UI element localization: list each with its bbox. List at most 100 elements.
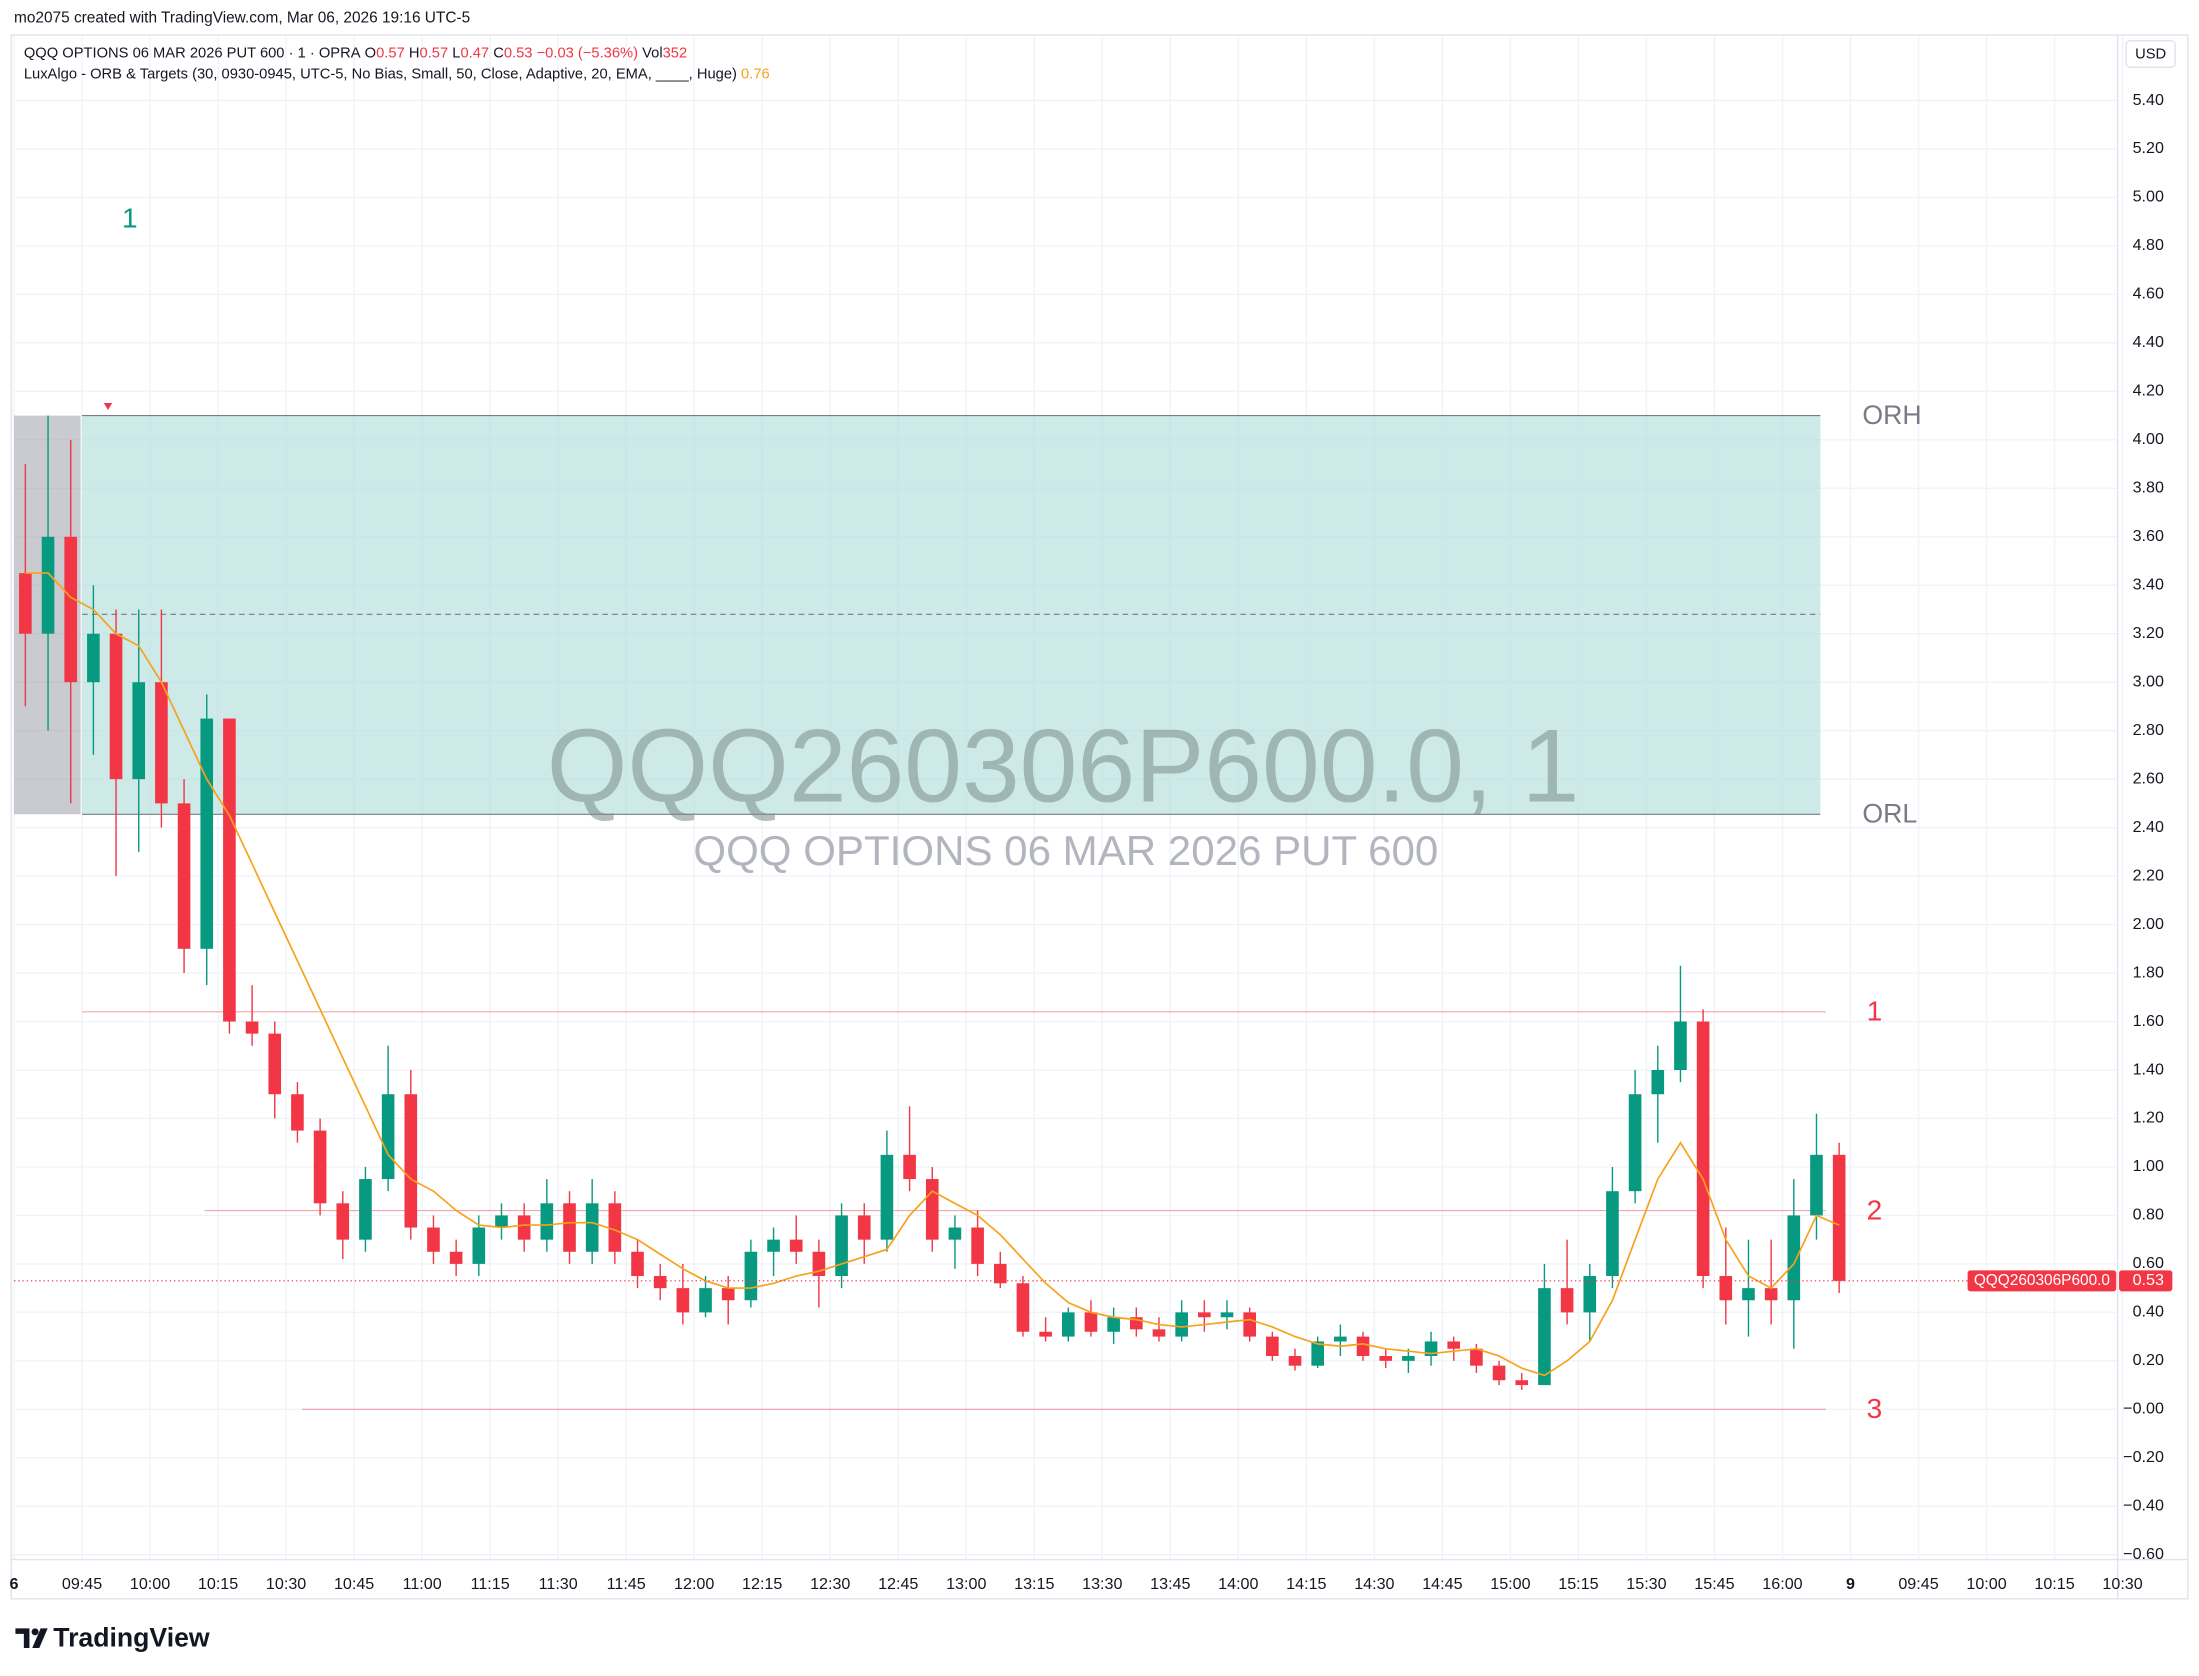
brand: TradingView: [53, 1623, 210, 1653]
y-tick-label: 3.00: [2133, 672, 2164, 690]
candle-body: [1742, 1288, 1755, 1301]
candle-body: [1039, 1331, 1052, 1337]
candles: [19, 415, 1846, 1390]
candle-body: [313, 1130, 327, 1204]
candle-body: [1696, 1021, 1710, 1277]
y-tick-label: 4.20: [2133, 382, 2164, 400]
volume-label: Vol: [642, 45, 662, 61]
candle-body: [1492, 1365, 1506, 1381]
y-tick-label: 4.00: [2133, 430, 2164, 448]
x-tick-label: 14:15: [1286, 1575, 1326, 1593]
x-tick-label: 12:45: [878, 1575, 918, 1593]
x-tick-label: 6: [10, 1575, 19, 1593]
target-label: 1: [1867, 996, 1883, 1027]
candle-body: [631, 1251, 644, 1277]
logo-shape: [31, 1628, 39, 1636]
author-line: mo2075 created with TradingView.com, Mar…: [14, 9, 470, 26]
candle-body: [1810, 1154, 1823, 1216]
indicator-value: 0.76: [741, 66, 770, 82]
candle-body: [64, 536, 78, 683]
y-tick-label: −0.00: [2123, 1400, 2164, 1418]
y-tick-label: 4.60: [2133, 285, 2164, 303]
candle-body: [109, 633, 123, 780]
candle-body: [767, 1239, 780, 1252]
candle-body: [449, 1251, 463, 1264]
symbol: QQQ OPTIONS 06 MAR 2026 PUT 600 · 1 · OP…: [24, 45, 361, 61]
session-label: 1: [122, 203, 138, 234]
y-tick-label: 3.40: [2133, 576, 2164, 594]
candle-body: [155, 682, 168, 804]
candle-body: [1402, 1355, 1415, 1361]
candle-body: [1515, 1380, 1529, 1386]
currency-box[interactable]: [2125, 39, 2176, 69]
candle-body: [880, 1154, 894, 1240]
y-tick-label: 1.00: [2133, 1157, 2164, 1175]
x-tick-label: 10:45: [334, 1575, 374, 1593]
candle-body: [268, 1033, 282, 1095]
candle-body: [87, 633, 100, 683]
x-tick-label: 11:45: [607, 1575, 646, 1593]
candle-body: [857, 1215, 871, 1240]
candle-body: [1606, 1191, 1619, 1277]
y-tick-label: 0.40: [2133, 1303, 2164, 1321]
x-tick-label: 13:30: [1082, 1575, 1122, 1593]
candle-body: [495, 1215, 508, 1228]
y-tick-label: −0.20: [2123, 1448, 2164, 1466]
candle-body: [1243, 1312, 1256, 1337]
x-tick-label: 10:00: [1966, 1575, 2006, 1593]
ohlc-label: C: [493, 45, 504, 61]
candle-body: [1016, 1283, 1030, 1332]
candle-body: [1152, 1329, 1166, 1337]
candle-body: [699, 1288, 712, 1313]
x-tick-label: 13:45: [1150, 1575, 1190, 1593]
candle-body: [1266, 1336, 1279, 1356]
y-tick-label: 1.80: [2133, 963, 2164, 981]
candle-body: [472, 1227, 486, 1264]
indicator: LuxAlgo - ORB & Targets (30, 0930-0945, …: [24, 66, 737, 82]
candle-body: [404, 1094, 418, 1228]
candle-body: [427, 1227, 440, 1252]
y-tick-label: 5.40: [2133, 91, 2164, 109]
candle-body: [1538, 1288, 1551, 1386]
candle-body: [177, 803, 191, 949]
candle-body: [1583, 1276, 1597, 1313]
currency[interactable]: USD: [2135, 47, 2166, 63]
axes: 5.40 5.20 5.00 4.80 4.60 4.40 4.20 4.00 3.80 3.60…: [10, 34, 2189, 1600]
watermark-description: QQQ OPTIONS 06 MAR 2026 PUT 600: [693, 827, 1438, 874]
signal-marker: [103, 402, 113, 410]
ohlc-label: H: [409, 45, 420, 61]
candle-body: [676, 1288, 690, 1313]
x-tick-label: 11:15: [471, 1575, 510, 1593]
candle-body: [1334, 1336, 1347, 1342]
candle-body: [1787, 1215, 1801, 1301]
y-tick-label: 1.20: [2133, 1109, 2164, 1127]
x-tick-label: 10:15: [198, 1575, 238, 1593]
candle-body: [744, 1251, 758, 1301]
candle-body: [789, 1239, 803, 1252]
x-tick-label: 9: [1846, 1575, 1855, 1593]
x-tick-label: 15:15: [1558, 1575, 1598, 1593]
y-tick-label: 3.60: [2133, 527, 2164, 545]
candle-body: [1470, 1348, 1483, 1366]
x-tick-label: 14:45: [1422, 1575, 1462, 1593]
ohlc-label: O: [365, 45, 376, 61]
candle-body: [971, 1227, 984, 1264]
x-tick-label: 09:45: [1898, 1575, 1938, 1593]
ema-line: [25, 572, 1840, 1377]
candle-body: [948, 1227, 962, 1240]
candle-body: [1220, 1312, 1234, 1318]
x-tick-label: 16:00: [1762, 1575, 1802, 1593]
last-price-box: [2119, 1270, 2173, 1292]
candle-body: [336, 1203, 350, 1240]
y-tick-label: 5.00: [2133, 188, 2164, 206]
y-tick-label: 4.40: [2133, 333, 2164, 351]
candle-body: [223, 718, 236, 1022]
last-price-name-box: [1967, 1270, 2117, 1292]
ohlc-label: L: [452, 45, 460, 61]
target-label: 2: [1867, 1194, 1883, 1225]
x-tick-label: 10:30: [2102, 1575, 2142, 1593]
candle-body: [1764, 1288, 1778, 1301]
